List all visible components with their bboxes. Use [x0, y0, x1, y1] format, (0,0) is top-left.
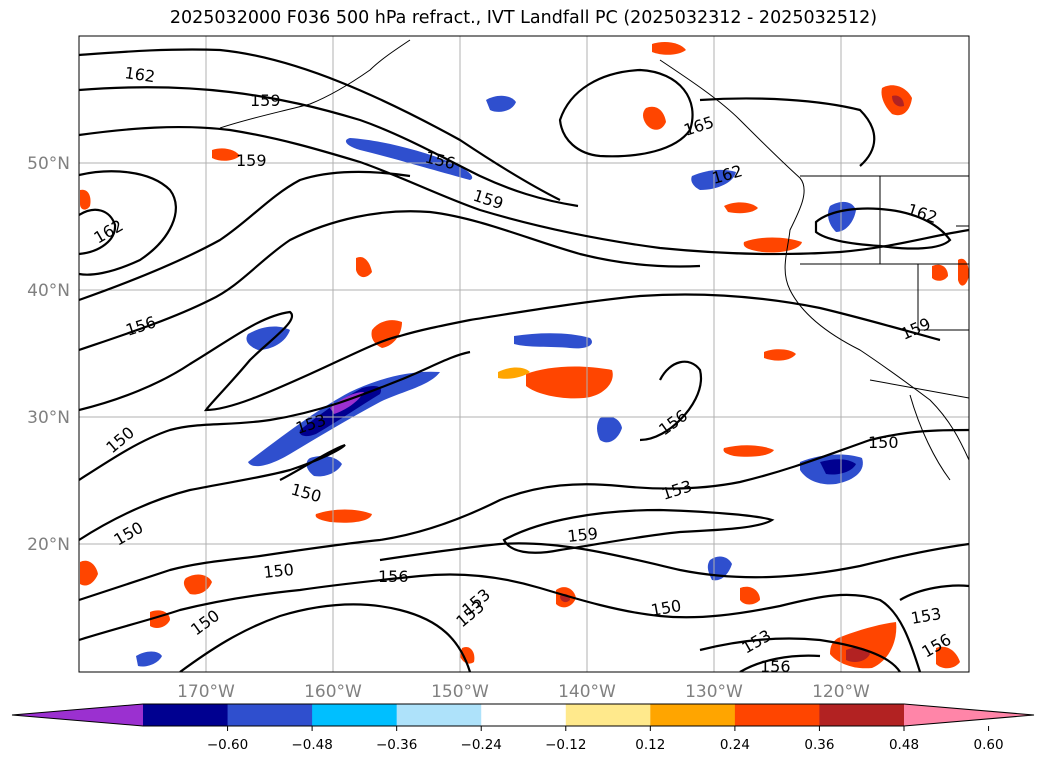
lon-label: 120°W: [812, 682, 870, 702]
contour-label: 159: [250, 91, 281, 110]
contour-label: 150: [262, 560, 294, 582]
negative-anomaly-blob: [597, 416, 622, 443]
positive-anomaly-blob: [371, 320, 402, 348]
positive-anomaly-blob: [80, 189, 91, 210]
positive-anomaly-blob: [764, 349, 796, 361]
contour-label: 162: [123, 63, 156, 86]
negative-anomaly-core: [820, 459, 856, 475]
colorbar-segment: [734, 704, 820, 726]
colorbar-segment: [481, 704, 567, 726]
lon-label: 130°W: [685, 682, 743, 702]
positive-anomaly-blob: [183, 574, 212, 595]
colorbar-tick-label: 0.12: [635, 737, 665, 753]
negative-anomaly-blob: [136, 651, 162, 667]
lon-label: 150°W: [431, 682, 489, 702]
positive-anomaly-blob: [460, 646, 475, 664]
plot-area: 162 159 156 159 162 162 159 156 150 153 …: [79, 36, 969, 676]
colorbar-tick-label: −0.12: [545, 737, 586, 753]
lat-label: 50°N: [27, 154, 70, 174]
colorbar-segment: [312, 704, 398, 726]
lat-label: 40°N: [27, 281, 70, 301]
positive-anomaly-blob: [652, 42, 686, 55]
negative-anomaly-blob: [345, 138, 473, 180]
positive-anomaly-blob: [932, 264, 948, 281]
positive-anomaly-blob: [212, 148, 240, 161]
colorbar-segment: [819, 704, 904, 726]
positive-anomaly-blob: [526, 366, 613, 399]
contour-label: 159: [236, 151, 267, 170]
colorbar-extend-min: [12, 704, 143, 726]
latitude-labels: 50°N 40°N 30°N 20°N: [27, 154, 70, 555]
colorbar-tick-label: 0.36: [804, 737, 834, 753]
positive-anomaly-blob: [724, 202, 758, 214]
positive-anomaly-blob: [80, 560, 98, 586]
colorbar-ticks: −0.60 −0.48 −0.36 −0.24 −0.12 0.12 0.24 0.36 0.4…: [207, 726, 1004, 753]
colorbar-tick-label: −0.36: [376, 737, 417, 753]
colorbar-segment: [143, 704, 229, 726]
positive-anomaly-blob: [498, 367, 530, 379]
contour-label: 156: [378, 567, 409, 586]
contour-label: 159: [566, 524, 598, 546]
colorbar-tick-label: 0.60: [974, 737, 1004, 753]
colorbar-segment: [565, 704, 651, 726]
lat-label: 30°N: [27, 408, 70, 428]
positive-anomaly-core: [846, 647, 870, 662]
colorbar-segment: [650, 704, 736, 726]
negative-anomaly-blob: [486, 95, 516, 112]
positive-anomaly-blob: [958, 258, 969, 286]
colorbar-tick-label: −0.60: [207, 737, 248, 753]
positive-anomaly-blob: [643, 106, 666, 130]
negative-anomaly-band: [248, 371, 440, 467]
gridlines: [79, 36, 969, 672]
colorbar-segment: [227, 704, 313, 726]
colorbar-tick-label: −0.24: [461, 737, 502, 753]
colorbar: [11, 703, 1035, 727]
colorbar-outline: [11, 703, 1035, 727]
coastlines: [219, 39, 969, 481]
colorbar-tick-label: 0.24: [720, 737, 750, 753]
lon-label: 170°W: [177, 682, 235, 702]
geopotential-contours: [79, 48, 969, 672]
colorbar-extend-max: [904, 704, 1034, 726]
lat-label: 20°N: [27, 535, 70, 555]
contour-label: 150: [868, 433, 899, 452]
colorbar-tick-label: 0.48: [889, 737, 919, 753]
positive-anomaly-blob: [315, 509, 372, 523]
longitude-labels: 170°W 160°W 150°W 140°W 130°W 120°W: [177, 682, 870, 702]
lon-label: 140°W: [558, 682, 616, 702]
contour-label: 156: [760, 657, 791, 676]
positive-anomaly-core: [892, 95, 904, 107]
plot-frame: [78, 35, 970, 673]
colorbar-segment: [396, 704, 482, 726]
positive-anomaly-blob: [356, 256, 372, 278]
positive-anomaly-blob: [740, 586, 760, 605]
colorbar-tick-label: −0.48: [291, 737, 332, 753]
positive-anomaly-blob: [936, 646, 960, 669]
lon-label: 160°W: [304, 682, 362, 702]
positive-anomaly-blob: [723, 445, 774, 457]
negative-anomaly-blob: [514, 333, 592, 349]
map-title: 2025032000 F036 500 hPa refract., IVT La…: [169, 8, 878, 28]
